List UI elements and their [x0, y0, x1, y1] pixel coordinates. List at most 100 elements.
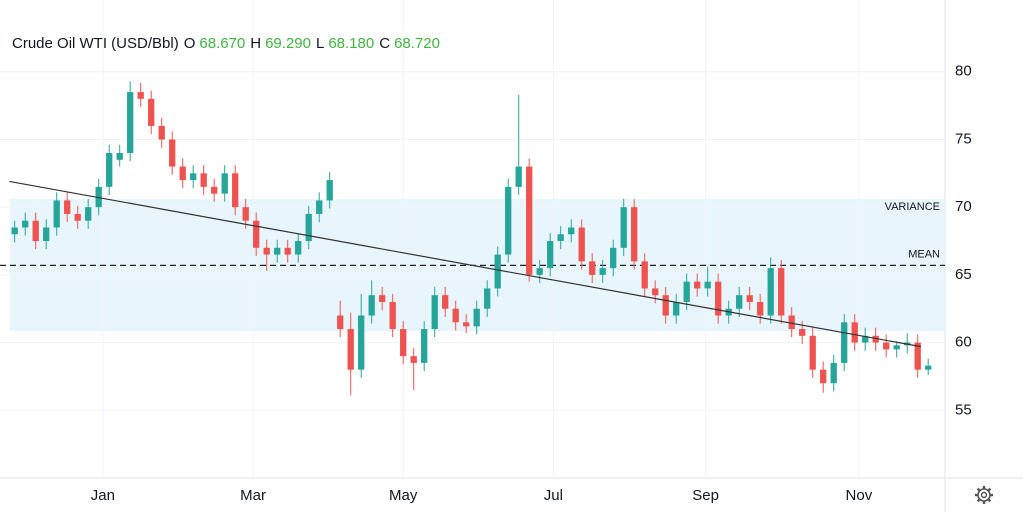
candle-body — [106, 153, 113, 187]
candle-body — [641, 261, 648, 289]
candle-body — [578, 227, 585, 262]
candle-body — [809, 335, 816, 370]
y-tick-label: 60 — [955, 334, 972, 351]
candle-body — [211, 186, 218, 194]
candle-body — [484, 288, 491, 309]
candle-body — [925, 365, 932, 370]
candle-body — [274, 247, 281, 255]
candle-body — [221, 173, 228, 194]
candle-body — [862, 335, 869, 343]
candle-body — [673, 301, 680, 316]
candle-body — [494, 254, 501, 289]
candle-body — [610, 247, 617, 269]
candle-body — [589, 261, 596, 275]
candle-body — [326, 180, 333, 201]
x-tick-label: Jan — [91, 487, 115, 504]
legend-text: 68.720 — [394, 35, 440, 52]
candle-body — [778, 268, 785, 316]
candle-body — [305, 213, 312, 242]
legend-text: 68.180 — [328, 35, 374, 52]
candle-body — [169, 139, 176, 167]
candle-body — [74, 213, 81, 221]
y-tick-label: 75 — [955, 130, 972, 147]
trend-line — [9, 180, 921, 348]
candle-body — [788, 315, 795, 330]
candle-body — [736, 295, 743, 309]
candle-body — [53, 200, 60, 228]
y-tick-label: 65 — [955, 266, 972, 283]
candle-body — [526, 166, 533, 275]
candle-body — [694, 281, 701, 289]
candle-body — [893, 345, 900, 350]
candle-body — [263, 247, 270, 255]
legend-text: L — [316, 35, 324, 52]
legend-text: 69.290 — [265, 35, 311, 52]
candle-body — [284, 247, 291, 255]
candle-body — [85, 207, 92, 221]
candle-body — [799, 329, 806, 336]
legend-text: C — [379, 35, 390, 52]
candle-body — [347, 329, 354, 370]
candle-body — [116, 153, 123, 160]
candle-body — [715, 281, 722, 316]
candle-body — [400, 329, 407, 357]
candle-body — [11, 227, 18, 235]
candle-body — [137, 92, 144, 99]
settings-icon[interactable] — [975, 486, 993, 504]
candle-body — [683, 281, 690, 302]
x-tick-label: Sep — [692, 487, 719, 504]
candle-body — [746, 295, 753, 302]
candle-body — [158, 125, 165, 140]
legend-text: Crude Oil WTI (USD/Bbl) — [12, 35, 179, 52]
candle-body — [442, 295, 449, 309]
candle-body — [421, 329, 428, 363]
candle-body — [431, 295, 438, 330]
y-tick-label: 80 — [955, 63, 972, 80]
candle-body — [148, 98, 155, 126]
candle-body — [452, 308, 459, 323]
candle-body — [841, 322, 848, 363]
candle-body — [358, 315, 365, 370]
candle-body — [463, 322, 470, 327]
candle-body — [295, 241, 302, 255]
candle-body — [64, 200, 71, 214]
candle-body — [851, 322, 858, 343]
candle-body — [883, 342, 890, 350]
candle-body — [316, 200, 323, 214]
candle-body — [757, 301, 764, 316]
candle-body — [767, 268, 774, 316]
candle-body — [389, 301, 396, 330]
candle-body — [127, 92, 134, 154]
candle-body — [253, 220, 260, 248]
candle-body — [190, 173, 197, 181]
candle-body — [232, 173, 239, 208]
legend-text: H — [250, 35, 261, 52]
candle-body — [820, 369, 827, 384]
legend-text: O — [184, 35, 196, 52]
x-tick-label: Jul — [544, 487, 563, 504]
candle-body — [704, 281, 711, 289]
x-tick-label: May — [389, 487, 418, 504]
candle-body — [662, 295, 669, 316]
candle-body — [337, 315, 344, 330]
candle-body — [872, 335, 879, 343]
x-tick-label: Nov — [846, 487, 873, 504]
candle-body — [914, 342, 921, 370]
candle-body — [599, 268, 606, 275]
candle-body — [200, 173, 207, 187]
candle-body — [631, 207, 638, 262]
candle-body — [568, 227, 575, 235]
mean-label: MEAN — [908, 248, 940, 260]
variance-label: VARIANCE — [885, 201, 940, 213]
plot: MEAN VARIANCE — [0, 0, 945, 478]
candle-body — [179, 166, 186, 181]
candle-body — [505, 186, 512, 255]
candle-body — [557, 234, 564, 242]
candle-body — [515, 166, 522, 187]
candle-body — [410, 356, 417, 363]
candle-body — [368, 295, 375, 316]
candle-body — [22, 220, 29, 228]
candle-body — [536, 268, 543, 275]
candle-body — [830, 362, 837, 384]
